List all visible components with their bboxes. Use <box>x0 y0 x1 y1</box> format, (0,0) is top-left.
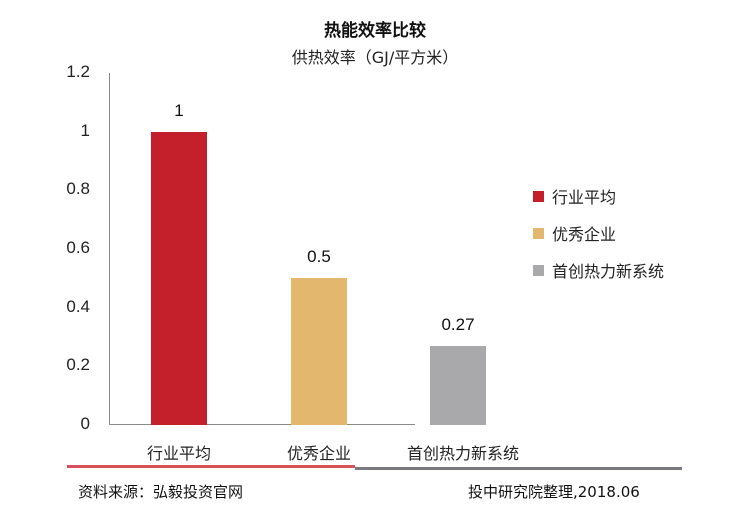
legend-label: 行业平均 <box>552 188 617 207</box>
y-tick-1: 1 <box>80 121 90 140</box>
bar-excellent-enterprise <box>291 278 347 425</box>
bar-shouchuang-new-system <box>430 346 486 425</box>
legend-item-excellent-enterprise: 优秀企业 <box>533 223 617 244</box>
legend-swatch-gray <box>533 264 544 276</box>
y-tick-0.2: 0.2 <box>66 355 90 374</box>
y-axis-line <box>109 73 110 425</box>
y-tick-0.8: 0.8 <box>66 179 90 198</box>
footer-rule-red <box>67 465 355 468</box>
legend-swatch-yellow <box>533 227 544 239</box>
legend-swatch-red <box>533 190 544 202</box>
x-label-excellent-enterprise: 优秀企业 <box>286 444 351 463</box>
y-tick-0: 0 <box>80 414 90 433</box>
y-tick-1.2: 1.2 <box>66 62 90 81</box>
legend-item-industry-average: 行业平均 <box>533 186 617 207</box>
bar-industry-average <box>151 132 207 425</box>
value-label-excellent-enterprise: 0.5 <box>307 247 331 266</box>
footer-rule-gray <box>355 467 682 470</box>
y-tick-0.6: 0.6 <box>66 238 90 257</box>
legend-label: 优秀企业 <box>552 225 617 244</box>
chart-title: 热能效率比较 <box>324 21 426 41</box>
chart-subtitle: 供热效率（GJ/平方米） <box>291 48 459 67</box>
legend-item-shouchuang-new-system: 首创热力新系统 <box>533 260 665 281</box>
value-label-shouchuang-new-system: 0.27 <box>441 315 475 334</box>
source-note: 资料来源：弘毅投资官网 <box>78 483 244 501</box>
x-axis-line <box>109 424 415 425</box>
y-tick-0.4: 0.4 <box>66 297 90 316</box>
x-label-shouchuang-new-system: 首创热力新系统 <box>406 444 519 463</box>
value-label-industry-average: 1 <box>174 101 184 120</box>
x-label-industry-average: 行业平均 <box>146 444 211 463</box>
legend-label: 首创热力新系统 <box>552 262 665 281</box>
credit-note: 投中研究院整理,2018.06 <box>468 483 640 501</box>
